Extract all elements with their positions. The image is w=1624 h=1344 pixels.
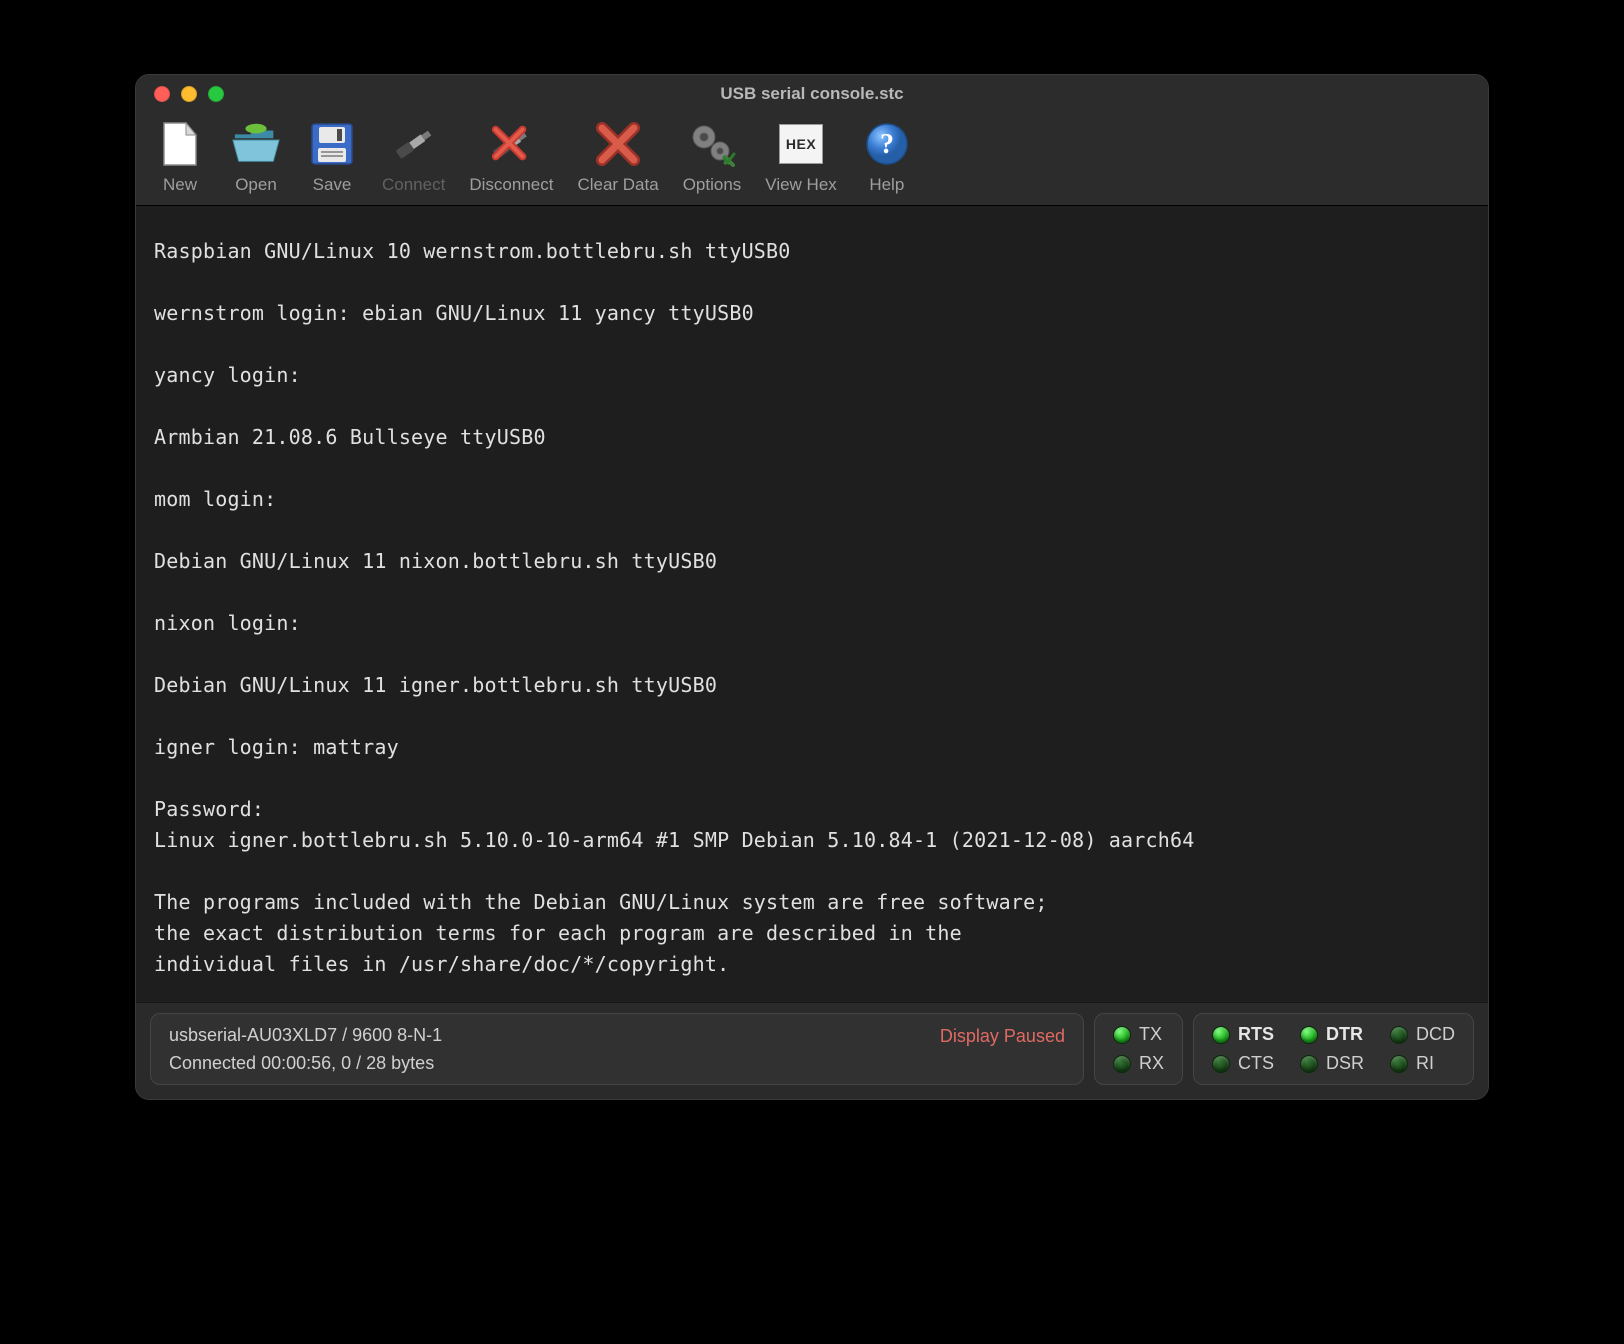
new-file-icon [155,119,205,169]
titlebar: USB serial console.stc [136,75,1488,113]
display-paused-label: Display Paused [940,1026,1065,1047]
save-label: Save [313,175,352,195]
usb-connect-icon [389,119,439,169]
signal-rx: RX [1113,1053,1164,1074]
ri-led [1390,1055,1408,1073]
disconnect-label: Disconnect [469,175,553,195]
clear-label: Clear Data [577,175,658,195]
rts-led [1212,1026,1230,1044]
usb-disconnect-icon [486,119,536,169]
hex-icon: HEX [776,119,826,169]
disconnect-button[interactable]: Disconnect [469,119,553,195]
dsr-label: DSR [1326,1053,1364,1074]
clear-x-icon [593,119,643,169]
tx-led [1113,1026,1131,1044]
signal-dtr[interactable]: DTR [1300,1024,1364,1045]
tx-label: TX [1139,1024,1162,1045]
minimize-window-button[interactable] [181,86,197,102]
close-window-button[interactable] [154,86,170,102]
signal-ri: RI [1390,1053,1455,1074]
save-floppy-icon [307,119,357,169]
cts-led [1212,1055,1230,1073]
dtr-label: DTR [1326,1024,1363,1045]
connect-button: Connect [382,119,445,195]
connect-label: Connect [382,175,445,195]
status-bar: usbserial-AU03XLD7 / 9600 8-N-1 Connecte… [136,1002,1488,1099]
dcd-led [1390,1026,1408,1044]
svg-text:?: ? [880,129,894,160]
dtr-led [1300,1026,1318,1044]
txrx-panel: TX RX [1094,1013,1183,1085]
open-button[interactable]: Open [230,119,282,195]
connection-panel: usbserial-AU03XLD7 / 9600 8-N-1 Connecte… [150,1013,1084,1085]
options-button[interactable]: Options [683,119,742,195]
dcd-label: DCD [1416,1024,1455,1045]
help-button[interactable]: ? Help [861,119,913,195]
options-gears-icon [687,119,737,169]
open-label: Open [235,175,277,195]
cts-label: CTS [1238,1053,1274,1074]
dsr-led [1300,1055,1318,1073]
signals-panel: RTS CTS DTR DSR DCD [1193,1013,1474,1085]
ri-label: RI [1416,1053,1434,1074]
toolbar: New Open [136,113,1488,206]
app-window: USB serial console.stc New Open [135,74,1489,1100]
save-button[interactable]: Save [306,119,358,195]
port-settings-text: usbserial-AU03XLD7 / 9600 8-N-1 [169,1025,442,1046]
viewhex-label: View Hex [765,175,837,195]
rx-label: RX [1139,1053,1164,1074]
signal-dcd: DCD [1390,1024,1455,1045]
options-label: Options [683,175,742,195]
help-label: Help [869,175,904,195]
open-folder-icon [231,119,281,169]
traffic-lights [154,86,224,102]
rts-label: RTS [1238,1024,1274,1045]
rx-led [1113,1055,1131,1073]
clear-data-button[interactable]: Clear Data [577,119,658,195]
view-hex-button[interactable]: HEX View Hex [765,119,837,195]
signal-tx: TX [1113,1024,1164,1045]
new-label: New [163,175,197,195]
connection-status-text: Connected 00:00:56, 0 / 28 bytes [169,1053,434,1074]
help-icon: ? [862,119,912,169]
signal-cts: CTS [1212,1053,1274,1074]
zoom-window-button[interactable] [208,86,224,102]
terminal-output[interactable]: Raspbian GNU/Linux 10 wernstrom.bottlebr… [136,206,1488,1002]
new-button[interactable]: New [154,119,206,195]
signal-dsr: DSR [1300,1053,1364,1074]
window-title: USB serial console.stc [136,84,1488,104]
signal-rts[interactable]: RTS [1212,1024,1274,1045]
